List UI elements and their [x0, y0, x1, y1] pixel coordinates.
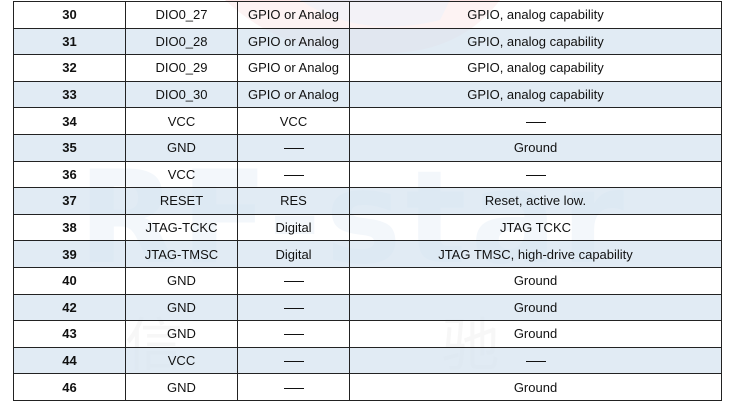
pin-number-cell: 38 — [13, 213, 126, 242]
pin-name-cell: JTAG-TMSC — [125, 240, 238, 268]
table-row: 33 DIO0_30 GPIO or Analog GPIO, analog capa… — [13, 80, 722, 109]
pin-type-cell — [237, 160, 350, 189]
pin-description-cell: GPIO, analog capability — [349, 54, 722, 82]
pin-type-cell: Digital — [237, 240, 350, 268]
table-row: 40 GND Ground — [13, 266, 722, 295]
pin-description-cell: Ground — [349, 266, 722, 295]
pin-description-cell: Ground — [349, 133, 722, 162]
pin-description-cell — [349, 160, 722, 189]
em-dash-placeholder — [283, 281, 304, 283]
pin-name-cell: DIO0_28 — [125, 27, 238, 56]
pin-number-cell: 32 — [13, 54, 126, 82]
em-dash-placeholder — [525, 174, 546, 176]
pin-type-cell: GPIO or Analog — [237, 1, 350, 29]
pin-description-cell: Ground — [349, 293, 722, 322]
pin-name-cell: GND — [125, 266, 238, 295]
pin-type-cell: Digital — [237, 213, 350, 242]
table-row: 39 JTAG-TMSC Digital JTAG TMSC, high-drive … — [13, 240, 722, 268]
pin-number-cell: 37 — [13, 187, 126, 215]
pin-number-cell: 35 — [13, 133, 126, 162]
pin-type-cell — [237, 133, 350, 162]
table-row: 42 GND Ground — [13, 293, 722, 322]
pin-number-cell: 31 — [13, 27, 126, 56]
table-row: 38 JTAG-TCKC Digital JTAG TCKC — [13, 213, 722, 242]
table-row: 35 GND Ground — [13, 133, 722, 162]
pin-name-cell: DIO0_29 — [125, 54, 238, 82]
pin-name-cell: GND — [125, 320, 238, 348]
pin-description-cell: Ground — [349, 373, 722, 401]
em-dash-placeholder — [283, 361, 304, 363]
em-dash-placeholder — [283, 387, 304, 389]
pin-name-cell: RESET — [125, 187, 238, 215]
pin-number-cell: 46 — [13, 373, 126, 401]
table-row: 30 DIO0_27 GPIO or Analog GPIO, analog capa… — [13, 1, 722, 29]
pin-type-cell: VCC — [237, 107, 350, 135]
pin-name-cell: VCC — [125, 107, 238, 135]
pin-name-cell: VCC — [125, 346, 238, 375]
pin-description-cell: GPIO, analog capability — [349, 80, 722, 109]
pin-description-cell: Reset, active low. — [349, 187, 722, 215]
pin-type-cell — [237, 320, 350, 348]
table-row: 34 VCC VCC — [13, 107, 722, 135]
pin-type-cell: GPIO or Analog — [237, 27, 350, 56]
pin-type-cell — [237, 293, 350, 322]
em-dash-placeholder — [525, 361, 546, 363]
em-dash-placeholder — [525, 121, 546, 123]
em-dash-placeholder — [283, 307, 304, 309]
em-dash-placeholder — [283, 148, 304, 150]
pin-number-cell: 34 — [13, 107, 126, 135]
pin-description-cell: JTAG TMSC, high-drive capability — [349, 240, 722, 268]
pin-table: 30 DIO0_27 GPIO or Analog GPIO, analog capa… — [13, 1, 722, 401]
pin-type-cell — [237, 346, 350, 375]
table-row: 37 RESET RES Reset, active low. — [13, 187, 722, 215]
pin-description-cell — [349, 107, 722, 135]
table-row: 46 GND Ground — [13, 373, 722, 401]
pin-type-cell — [237, 373, 350, 401]
pin-number-cell: 40 — [13, 266, 126, 295]
pin-number-cell: 33 — [13, 80, 126, 109]
pin-number-cell: 42 — [13, 293, 126, 322]
pin-type-cell — [237, 266, 350, 295]
pin-description-cell: JTAG TCKC — [349, 213, 722, 242]
pin-number-cell: 43 — [13, 320, 126, 348]
pin-description-cell — [349, 346, 722, 375]
pin-name-cell: VCC — [125, 160, 238, 189]
pin-type-cell: GPIO or Analog — [237, 54, 350, 82]
pin-name-cell: DIO0_30 — [125, 80, 238, 109]
pin-name-cell: JTAG-TCKC — [125, 213, 238, 242]
table-row: 31 DIO0_28 GPIO or Analog GPIO, analog capa… — [13, 27, 722, 56]
pin-description-cell: GPIO, analog capability — [349, 1, 722, 29]
pin-number-cell: 44 — [13, 346, 126, 375]
pin-name-cell: DIO0_27 — [125, 1, 238, 29]
pin-table-body: 30 DIO0_27 GPIO or Analog GPIO, analog capa… — [13, 1, 722, 401]
pin-type-cell: GPIO or Analog — [237, 80, 350, 109]
table-row: 44 VCC — [13, 346, 722, 375]
pin-description-cell: GPIO, analog capability — [349, 27, 722, 56]
pin-name-cell: GND — [125, 133, 238, 162]
table-row: 43 GND Ground — [13, 320, 722, 348]
table-row: 32 DIO0_29 GPIO or Analog GPIO, analog capa… — [13, 54, 722, 82]
table-row: 36 VCC — [13, 160, 722, 189]
pin-number-cell: 36 — [13, 160, 126, 189]
em-dash-placeholder — [283, 334, 304, 336]
pin-name-cell: GND — [125, 373, 238, 401]
pin-number-cell: 30 — [13, 1, 126, 29]
em-dash-placeholder — [283, 174, 304, 176]
pin-description-cell: Ground — [349, 320, 722, 348]
pin-name-cell: GND — [125, 293, 238, 322]
pin-number-cell: 39 — [13, 240, 126, 268]
pin-type-cell: RES — [237, 187, 350, 215]
